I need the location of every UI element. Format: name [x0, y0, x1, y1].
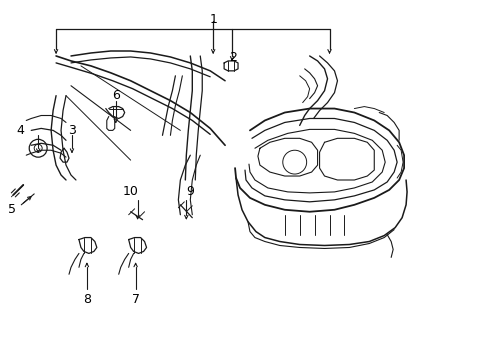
- Text: 7: 7: [132, 293, 140, 306]
- Text: 2: 2: [229, 51, 237, 64]
- Text: 10: 10: [122, 185, 139, 198]
- Text: 8: 8: [83, 293, 91, 306]
- Text: 3: 3: [68, 124, 76, 137]
- Text: 4: 4: [16, 124, 24, 137]
- Text: 5: 5: [8, 203, 16, 216]
- Text: 6: 6: [112, 89, 120, 102]
- Text: 1: 1: [209, 13, 217, 26]
- Text: 9: 9: [186, 185, 194, 198]
